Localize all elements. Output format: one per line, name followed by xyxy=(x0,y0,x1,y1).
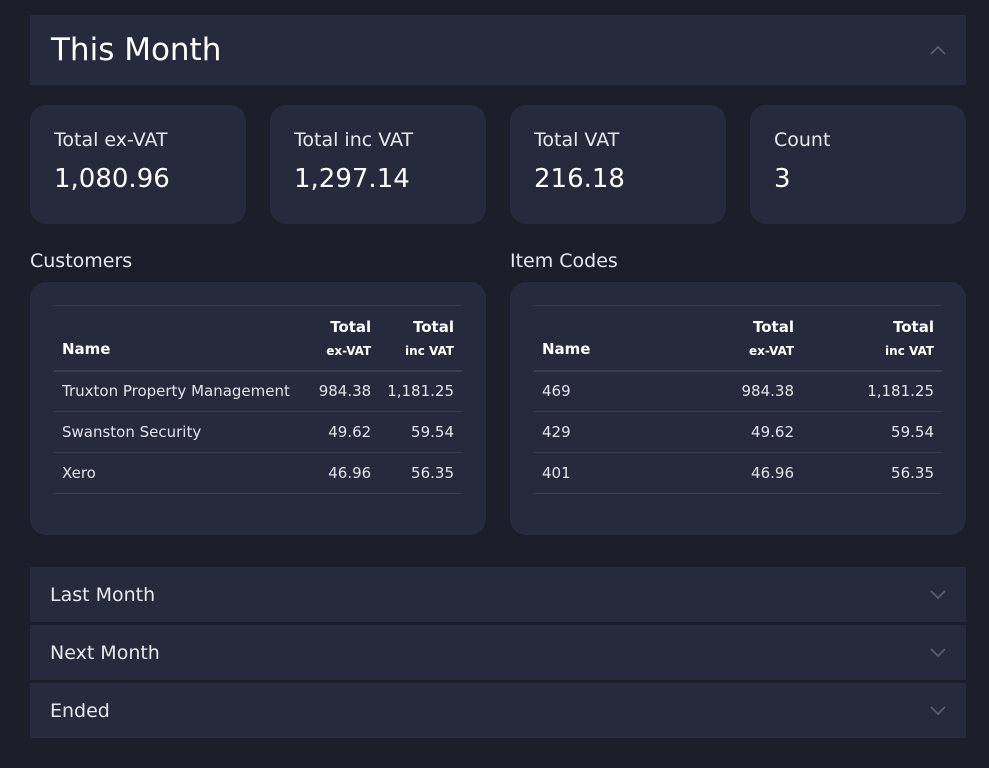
cell-name: 469 xyxy=(534,370,662,412)
cell-ex-vat: 46.96 xyxy=(662,452,802,494)
stat-card-total-ex-vat: Total ex-VAT 1,080.96 xyxy=(30,105,246,224)
cell-inc-vat: 56.35 xyxy=(379,452,462,494)
cell-inc-vat: 59.54 xyxy=(802,411,942,453)
section-header-ended[interactable]: Ended xyxy=(30,683,966,738)
cell-name: Xero xyxy=(54,452,311,494)
section-header-this-month[interactable]: This Month xyxy=(30,15,966,85)
cell-ex-vat: 984.38 xyxy=(310,370,380,412)
stat-value: 1,297.14 xyxy=(294,164,410,194)
chevron-down-icon[interactable] xyxy=(930,703,946,719)
column-header-total-ex-vat[interactable]: Total ex-VAT xyxy=(311,306,380,371)
customers-panel: Name Total ex-VAT Total inc VAT Truxton … xyxy=(30,282,486,535)
section-title: Last Month xyxy=(50,583,156,606)
cell-name: 401 xyxy=(534,452,662,494)
table-row[interactable]: Truxton Property Management 984.38 1,181… xyxy=(54,370,462,412)
chevron-down-icon[interactable] xyxy=(930,645,946,661)
cell-name: 429 xyxy=(534,411,662,453)
item-codes-table: Name Total ex-VAT Total inc VAT 469 984.… xyxy=(534,305,942,494)
stat-value: 3 xyxy=(774,164,791,194)
section-title: Ended xyxy=(50,699,110,722)
customers-table: Name Total ex-VAT Total inc VAT Truxton … xyxy=(54,305,462,494)
item-codes-panel: Name Total ex-VAT Total inc VAT 469 984.… xyxy=(510,282,966,535)
cell-ex-vat: 49.62 xyxy=(662,411,802,453)
table-row[interactable]: 401 46.96 56.35 xyxy=(534,452,942,494)
column-header-total-ex-vat[interactable]: Total ex-VAT xyxy=(662,306,802,371)
table-header-row: Name Total ex-VAT Total inc VAT xyxy=(534,305,942,371)
cell-inc-vat: 59.54 xyxy=(379,411,462,453)
cell-ex-vat: 46.96 xyxy=(310,452,380,494)
stat-label: Total inc VAT xyxy=(294,129,414,151)
column-header-sub: inc VAT xyxy=(885,343,934,358)
column-header-top: Total xyxy=(413,317,454,336)
cell-name: Swanston Security xyxy=(54,411,311,453)
column-header-total-inc-vat[interactable]: Total inc VAT xyxy=(379,306,462,371)
cell-inc-vat: 1,181.25 xyxy=(379,370,462,412)
chevron-down-icon[interactable] xyxy=(930,587,946,603)
section-header-last-month[interactable]: Last Month xyxy=(30,567,966,622)
stat-card-total-vat: Total VAT 216.18 xyxy=(510,105,726,224)
section-title: Next Month xyxy=(50,641,160,664)
cell-ex-vat: 49.62 xyxy=(310,411,380,453)
table-row[interactable]: 429 49.62 59.54 xyxy=(534,411,942,453)
table-row[interactable]: 469 984.38 1,181.25 xyxy=(534,370,942,412)
stat-label: Total VAT xyxy=(534,129,620,151)
cell-inc-vat: 56.35 xyxy=(802,452,942,494)
section-title: This Month xyxy=(51,32,222,68)
customers-title: Customers xyxy=(30,250,133,272)
table-header-row: Name Total ex-VAT Total inc VAT xyxy=(54,305,462,371)
column-header-name[interactable]: Name xyxy=(542,339,591,358)
stat-label: Count xyxy=(774,129,831,151)
stat-value: 216.18 xyxy=(534,164,625,194)
cell-inc-vat: 1,181.25 xyxy=(802,370,942,412)
column-header-name[interactable]: Name xyxy=(62,339,111,358)
stat-card-total-inc-vat: Total inc VAT 1,297.14 xyxy=(270,105,486,224)
column-header-sub: ex-VAT xyxy=(326,343,372,358)
stat-label: Total ex-VAT xyxy=(54,129,168,151)
cell-name: Truxton Property Management xyxy=(54,370,311,412)
stat-value: 1,080.96 xyxy=(54,164,170,194)
table-row[interactable]: Swanston Security 49.62 59.54 xyxy=(54,411,462,453)
column-header-sub: inc VAT xyxy=(405,343,454,358)
column-header-top: Total xyxy=(753,317,794,336)
table-row[interactable]: Xero 46.96 56.35 xyxy=(54,452,462,494)
column-header-top: Total xyxy=(330,317,372,336)
cell-ex-vat: 984.38 xyxy=(662,370,802,412)
column-header-top: Total xyxy=(893,317,934,336)
item-codes-title: Item Codes xyxy=(510,250,618,272)
column-header-sub: ex-VAT xyxy=(749,343,794,358)
column-header-total-inc-vat[interactable]: Total inc VAT xyxy=(802,306,942,371)
stat-card-count: Count 3 xyxy=(750,105,966,224)
chevron-up-icon[interactable] xyxy=(930,42,946,58)
section-header-next-month[interactable]: Next Month xyxy=(30,625,966,680)
